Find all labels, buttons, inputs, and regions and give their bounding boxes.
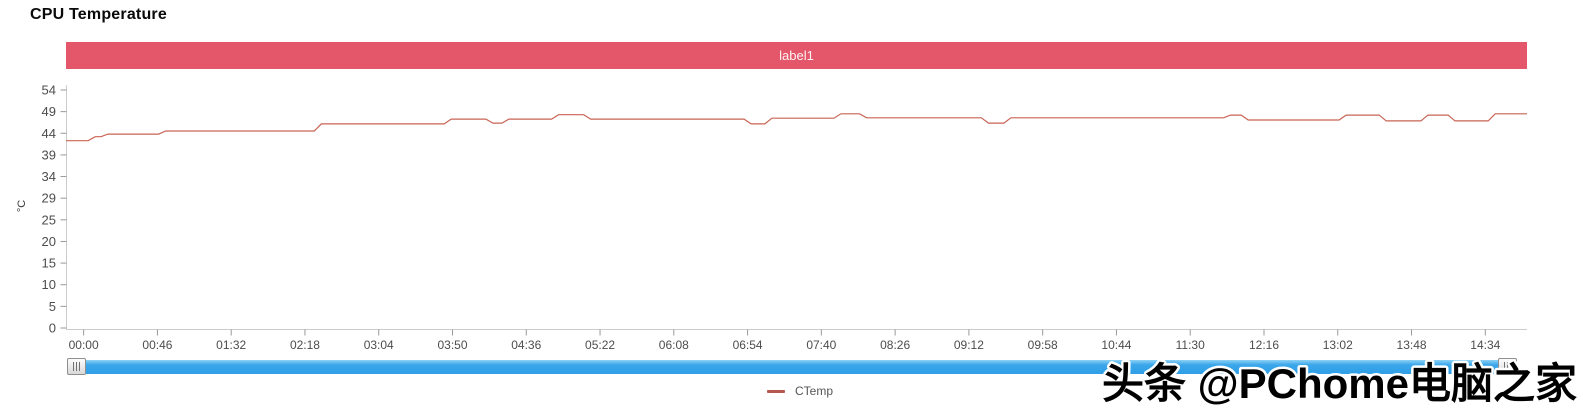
horizontal-scrollbar [0, 356, 1583, 378]
x-tick-label: 08:26 [880, 338, 910, 352]
y-tick-label: 5 [49, 299, 56, 314]
x-tick-label: 04:36 [511, 338, 541, 352]
y-tick-label: 15 [42, 256, 56, 271]
x-tick-label: 03:50 [437, 338, 467, 352]
legend-series-label: CTemp [794, 384, 833, 398]
y-axis-title: °C [16, 199, 29, 213]
y-tick-label: 44 [42, 126, 56, 141]
x-tick-label: 01:32 [216, 338, 246, 352]
chart-title: CPU Temperature [30, 6, 167, 23]
scrollbar-left-grip[interactable] [67, 358, 86, 375]
y-tick-label: 39 [42, 147, 56, 162]
grip-lines-icon [73, 362, 80, 371]
x-tick-label: 02:18 [290, 338, 320, 352]
y-tick-label: 20 [42, 234, 56, 249]
y-tick-label: 49 [42, 104, 56, 119]
ctemp-line-series [66, 113, 1527, 142]
x-tick-label: 10:44 [1101, 338, 1131, 352]
x-tick-label: 12:16 [1249, 338, 1279, 352]
y-tick-label: 10 [42, 277, 56, 292]
legend-line-marker [766, 389, 785, 393]
grip-lines-icon [1504, 362, 1511, 371]
y-tick-label: 0 [49, 321, 56, 336]
x-tick-label: 00:46 [142, 338, 172, 352]
scrollbar-range-bar[interactable] [86, 360, 1498, 374]
y-tick-label: 29 [42, 191, 56, 206]
x-tick-label: 06:54 [733, 338, 763, 352]
x-tick-label: 07:40 [806, 338, 836, 352]
y-tick-label: 34 [42, 169, 56, 184]
x-tick-label: 13:02 [1323, 338, 1353, 352]
x-tick-label: 05:22 [585, 338, 615, 352]
y-tick-label: 25 [42, 212, 56, 227]
x-tick-label: 03:04 [364, 338, 394, 352]
x-tick-label: 14:34 [1470, 338, 1500, 352]
x-tick-label: 09:58 [1028, 338, 1058, 352]
x-tick-label: 13:48 [1397, 338, 1427, 352]
scrollbar-right-grip[interactable] [1498, 358, 1517, 375]
x-tick-label: 09:12 [954, 338, 984, 352]
x-tick-label: 11:30 [1176, 338, 1205, 352]
section-label-banner: label1 [66, 42, 1527, 69]
x-tick-label: 06:08 [659, 338, 689, 352]
y-tick-label: 54 [42, 83, 56, 98]
legend: CTemp [690, 381, 910, 401]
x-tick-label: 00:00 [69, 338, 99, 352]
